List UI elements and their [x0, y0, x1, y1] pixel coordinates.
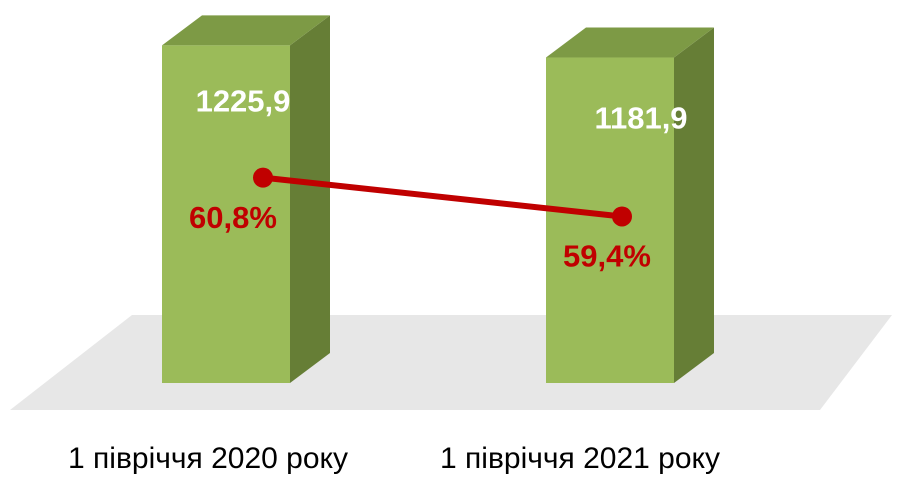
- line-point: [612, 206, 632, 227]
- bar-value-label: 1225,9: [196, 84, 291, 119]
- bar-value-label: 1181,9: [594, 101, 687, 136]
- bar-side: [674, 27, 714, 384]
- line-point: [253, 167, 273, 188]
- x-tick-label: 1 півріччя 2021 року: [440, 442, 720, 475]
- bar-top: [546, 27, 714, 58]
- bar-top: [162, 15, 330, 46]
- line-value-label: 60,8%: [189, 200, 277, 235]
- bar-side: [290, 15, 330, 383]
- bar: [162, 45, 290, 383]
- bar: [546, 57, 674, 384]
- line-value-label: 59,4%: [563, 239, 651, 274]
- floor: [10, 315, 892, 410]
- line: [262, 174, 623, 220]
- x-tick-label: 1 півріччя 2020 року: [68, 442, 348, 475]
